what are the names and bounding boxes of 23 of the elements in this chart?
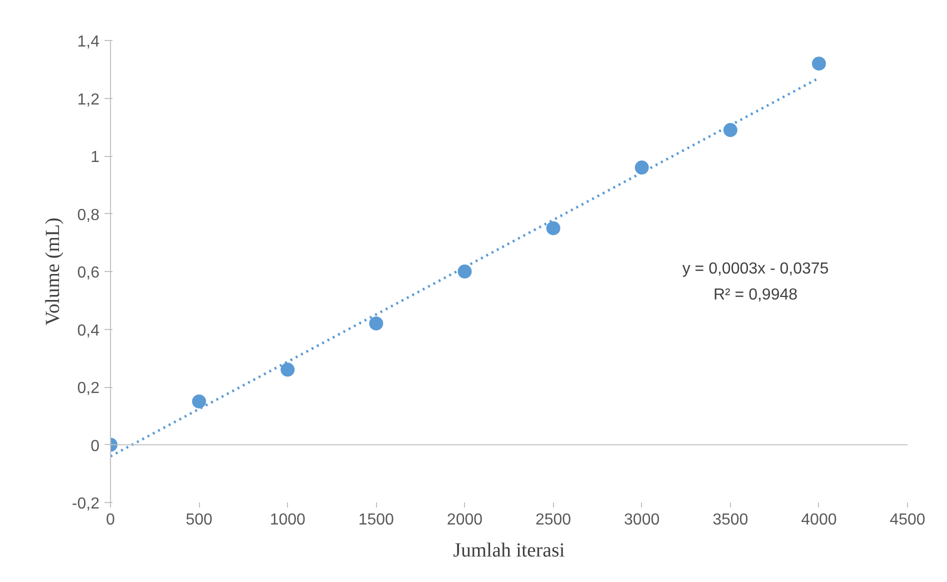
x-tick-label: 500 (186, 512, 213, 528)
x-tick-label: 0 (106, 512, 116, 528)
y-tick-label: 1,2 (77, 91, 100, 108)
y-tick-label: 1,4 (77, 34, 100, 50)
annotation: R² = 0,9948 (713, 286, 798, 304)
y-tick-label: 0 (90, 438, 100, 455)
y-tick-label: -0,2 (72, 496, 100, 512)
x-tick-label: 1500 (358, 512, 394, 528)
y-axis-title: Volume (mL) (42, 218, 64, 326)
x-tick-label: 2500 (535, 512, 572, 528)
x-tick-label: 4000 (801, 512, 837, 528)
x-tick-label: 2000 (446, 512, 483, 528)
x-axis-title: Jumlah iterasi (453, 540, 566, 562)
annotation: y = 0,0003x - 0,0375 (682, 260, 829, 278)
x-tick-label: 1000 (270, 512, 306, 528)
x-tick-label: 3500 (712, 512, 748, 528)
y-tick-label: 0,8 (77, 206, 100, 224)
y-tick-label: 1 (90, 149, 100, 166)
x-tick-label: 3000 (624, 512, 660, 528)
y-tick-label: 0,4 (77, 322, 100, 340)
y-tick-label: 0,6 (77, 264, 100, 282)
x-tick-label: 4500 (890, 512, 926, 528)
y-tick-label: 0,2 (77, 380, 100, 397)
